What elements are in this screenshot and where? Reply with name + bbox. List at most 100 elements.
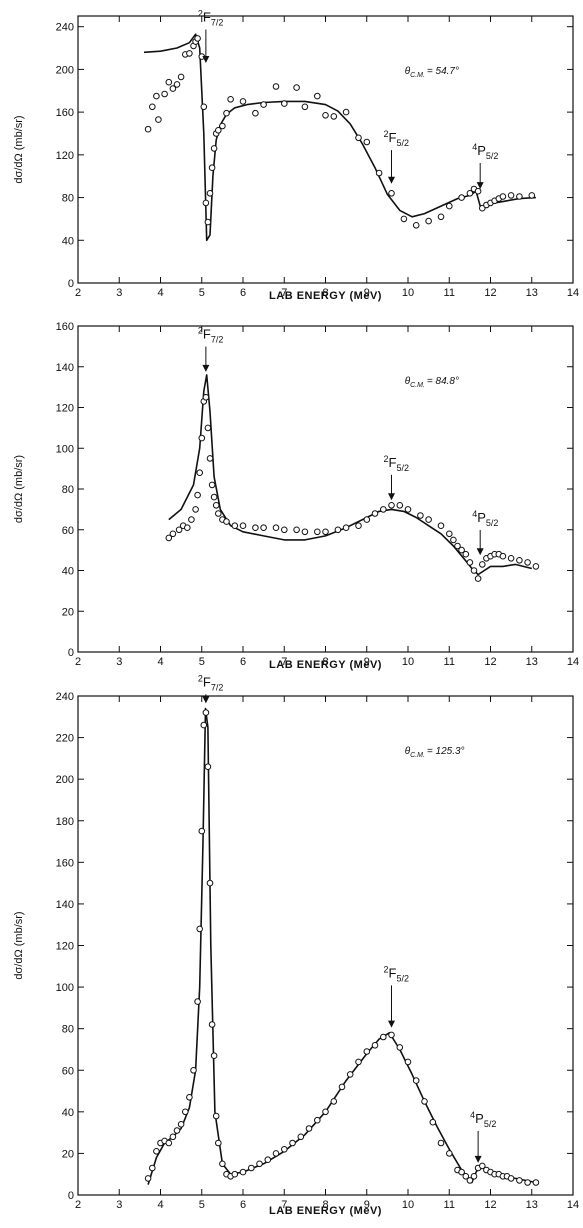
- data-point: [330, 113, 338, 120]
- x-tick-label: 3: [116, 1199, 122, 1211]
- data-point: [380, 506, 387, 513]
- y-tick-label: 180: [56, 816, 74, 828]
- data-point: [479, 561, 486, 568]
- data-point: [507, 1175, 515, 1182]
- y-tick-label: 200: [56, 64, 74, 76]
- state-label-subscript: 7/2: [211, 17, 224, 27]
- y-tick-label: 120: [56, 941, 74, 953]
- state-arrow-head: [474, 1155, 482, 1163]
- data-point: [499, 552, 507, 560]
- state-label-subscript: 5/2: [396, 138, 409, 148]
- data-point: [281, 526, 288, 534]
- data-point: [425, 217, 432, 225]
- data-point: [239, 98, 247, 105]
- data-point: [194, 491, 201, 499]
- state-label-subscript: 7/2: [211, 682, 224, 692]
- y-tick-label: 40: [62, 566, 74, 578]
- data-point: [346, 1071, 354, 1078]
- data-point: [153, 1148, 160, 1155]
- x-tick-label: 4: [157, 1199, 163, 1211]
- data-point: [462, 1173, 470, 1180]
- x-tick-label: 5: [199, 1199, 205, 1211]
- data-point: [198, 827, 206, 835]
- data-point: [524, 1179, 531, 1186]
- state-label-subscript: 5/2: [486, 518, 499, 528]
- x-tick-label: 10: [402, 1199, 414, 1211]
- data-point: [446, 1150, 453, 1157]
- data-point: [462, 550, 470, 558]
- data-point: [215, 510, 222, 517]
- state-label-main: F: [203, 327, 211, 342]
- data-point: [532, 1179, 540, 1186]
- data-point: [206, 190, 214, 197]
- data-point: [375, 169, 383, 177]
- data-point: [305, 1125, 313, 1132]
- data-point: [165, 1139, 173, 1147]
- x-tick-label: 6: [240, 1199, 246, 1211]
- data-point: [293, 526, 300, 534]
- y-tick-label: 100: [56, 443, 74, 455]
- state-label-main: F: [203, 9, 211, 24]
- data-point: [371, 510, 379, 517]
- data-point: [272, 1150, 280, 1157]
- y-tick-label: 140: [56, 899, 74, 911]
- state-arrow-head: [476, 548, 484, 556]
- data-point: [188, 516, 195, 523]
- state-label-superscript: 2: [198, 326, 203, 336]
- x-tick-label: 13: [526, 1199, 538, 1211]
- state-arrow-head: [202, 696, 210, 704]
- y-tick-label: 0: [68, 647, 74, 659]
- x-tick-label: 14: [567, 1199, 579, 1211]
- data-point: [210, 1052, 218, 1059]
- data-point: [223, 109, 230, 117]
- angle-label: θC.M. = 125.3°: [405, 746, 465, 759]
- x-tick-label: 11: [444, 287, 455, 299]
- data-point: [396, 502, 404, 509]
- data-point: [212, 1112, 220, 1120]
- x-tick-label: 10: [402, 656, 414, 668]
- data-point: [437, 1139, 445, 1147]
- data-point: [450, 536, 457, 544]
- data-point: [458, 546, 465, 554]
- angle-symbol: θ: [405, 66, 411, 77]
- state-label-main: F: [389, 130, 397, 145]
- data-point: [363, 516, 371, 523]
- data-point: [186, 1094, 193, 1101]
- data-point: [204, 424, 212, 432]
- data-point: [149, 1164, 156, 1172]
- data-point: [437, 213, 445, 221]
- data-point: [396, 1044, 404, 1051]
- x-tick-label: 6: [240, 656, 246, 668]
- data-point: [499, 193, 507, 200]
- data-point: [227, 96, 234, 103]
- data-point: [204, 763, 212, 771]
- data-point: [380, 1033, 387, 1041]
- data-point: [437, 522, 445, 530]
- data-point: [417, 512, 424, 519]
- data-point: [466, 559, 474, 566]
- y-tick-label: 220: [56, 733, 74, 745]
- data-point: [314, 528, 321, 536]
- angle-subscript: C.M.: [410, 382, 425, 389]
- x-axis-label: LAB ENERGY (MeV): [269, 1205, 382, 1217]
- angle-value: = 84.8°: [427, 376, 459, 387]
- plot-frame: [77, 695, 574, 1196]
- data-point: [355, 1058, 362, 1066]
- data-point: [425, 516, 432, 523]
- state-label-main: P: [475, 1111, 484, 1126]
- data-point: [219, 122, 226, 130]
- data-point: [301, 528, 309, 536]
- data-point: [516, 193, 523, 200]
- state-label: 2F7/2: [198, 673, 223, 692]
- state-label-superscript: 2: [384, 129, 389, 139]
- angle-symbol: θ: [405, 376, 411, 387]
- data-point: [264, 1156, 272, 1163]
- data-point: [177, 73, 185, 81]
- data-point: [260, 101, 267, 108]
- x-tick-label: 12: [484, 287, 496, 299]
- data-point: [322, 528, 329, 536]
- x-tick-label: 11: [444, 1199, 455, 1211]
- state-label-subscript: 7/2: [211, 335, 224, 345]
- data-point: [281, 100, 288, 107]
- state-label-superscript: 4: [470, 1110, 475, 1120]
